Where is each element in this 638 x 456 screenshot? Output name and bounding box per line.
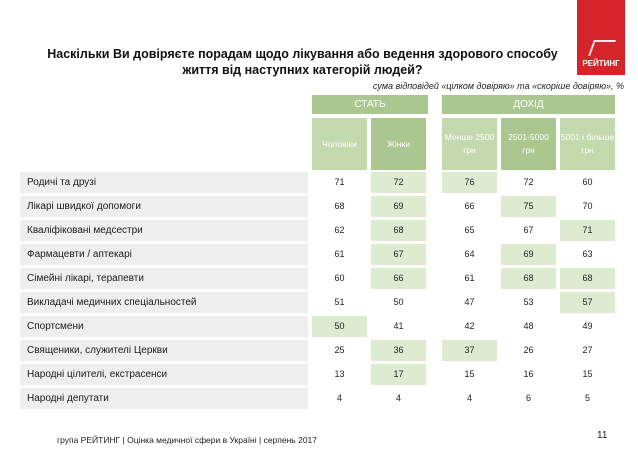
group-header-sex: СТАТЬ [312,95,428,114]
row-label: Народні цілителі, екстрасенси [20,364,308,385]
table-cell: 25 [334,345,345,355]
row-label: Священики, служителі Церкви [20,340,308,361]
table-row: Народні депутати 4 4 4 6 5 [20,388,615,409]
table-cell: 37 [442,340,497,361]
table-cell: 60 [582,177,593,187]
table-cell: 27 [582,345,593,355]
row-label: Спортсмени [20,316,308,337]
table-cell: 68 [560,268,615,289]
table-cell: 67 [523,225,534,235]
logo: РЕЙТИНГ [577,0,625,75]
table-cell: 53 [523,297,534,307]
table-cell: 62 [334,225,345,235]
table-cell: 26 [523,345,534,355]
table-cell: 42 [464,321,475,331]
table-cell: 4 [466,393,472,403]
row-label: Родичі та друзі [20,172,308,193]
table-cell: 63 [582,249,593,259]
column-header-men: Чоловіки [312,118,367,170]
table-cell: 51 [334,297,345,307]
table-cell: 66 [464,201,475,211]
table-row: Родичі та друзі 71 72 76 72 60 [20,172,615,193]
footer: група РЕЙТИНГ | Оцінка медичної сфери в … [57,435,317,445]
table-row: Спортсмени 50 41 42 48 49 [20,316,615,337]
page-title: Наскільки Ви довіряєте порадам щодо ліку… [47,47,558,77]
table-cell: 57 [560,292,615,313]
table-cell: 69 [371,196,426,217]
table-cell: 16 [523,369,534,379]
column-header-income-high: 5001 і більше грн [560,118,615,170]
group-header-income: ДОХІД [442,95,615,114]
row-label: Сімейні лікарі, терапевти [20,268,308,289]
row-label: Викладачі медичних спеціальностей [20,292,308,313]
subtitle: сума відповідей «цілком довіряю» та «ско… [372,81,624,91]
table-cell: 15 [582,369,593,379]
table-cell: 50 [312,316,367,337]
table-cell: 69 [501,244,556,265]
table-cell: 13 [334,369,345,379]
logo-text: РЕЙТИНГ [582,59,620,68]
column-header-income-mid: 2501-5000 грн [501,118,556,170]
logo-mark-icon [588,40,616,56]
table-cell: 66 [371,268,426,289]
table-cell: 76 [442,172,497,193]
table-cell: 72 [371,172,426,193]
table-row: Викладачі медичних спеціальностей 51 50 47 5… [20,292,615,313]
column-header-income-low: Менше 2500 грн [442,118,497,170]
table-cell: 4 [395,393,401,403]
table-cell: 64 [464,249,475,259]
table-row: Священики, служителі Церкви 25 36 37 26 27 [20,340,615,361]
table-row: Сімейні лікарі, терапевти 60 66 61 68 68 [20,268,615,289]
table-cell: 60 [334,273,345,283]
table-cell: 17 [371,364,426,385]
table-cell: 61 [334,249,345,259]
table-cell: 47 [464,297,475,307]
table-cell: 68 [501,268,556,289]
table-cell: 41 [393,321,404,331]
table-cell: 50 [393,297,404,307]
table-cell: 72 [523,177,534,187]
table-cell: 61 [464,273,475,283]
table-cell: 71 [560,220,615,241]
table-cell: 65 [464,225,475,235]
row-label: Лікарі швидкої допомоги [20,196,308,217]
table-cell: 5 [584,393,590,403]
table-cell: 67 [371,244,426,265]
table-cell: 71 [334,177,345,187]
table-row: Народні цілителі, екстрасенси 13 17 15 16 15 [20,364,615,385]
column-header-women: Жінки [371,118,426,170]
table-row: Кваліфіковані медсестри 62 68 65 67 71 [20,220,615,241]
page-number: 11 [597,430,608,441]
table-cell: 48 [523,321,534,331]
table-cell: 15 [464,369,475,379]
table-cell: 75 [501,196,556,217]
table-cell: 70 [582,201,593,211]
row-label: Кваліфіковані медсестри [20,220,308,241]
table-cell: 36 [371,340,426,361]
table-row: Лікарі швидкої допомоги 68 69 66 75 70 [20,196,615,217]
row-label: Народні депутати [20,388,308,409]
table-row: Фармацевти / аптекарі 61 67 64 69 63 [20,244,615,265]
table-cell: 6 [525,393,531,403]
table-cell: 68 [334,201,345,211]
row-label: Фармацевти / аптекарі [20,244,308,265]
table-cell: 4 [336,393,342,403]
table-cell: 68 [371,220,426,241]
table-cell: 49 [582,321,593,331]
